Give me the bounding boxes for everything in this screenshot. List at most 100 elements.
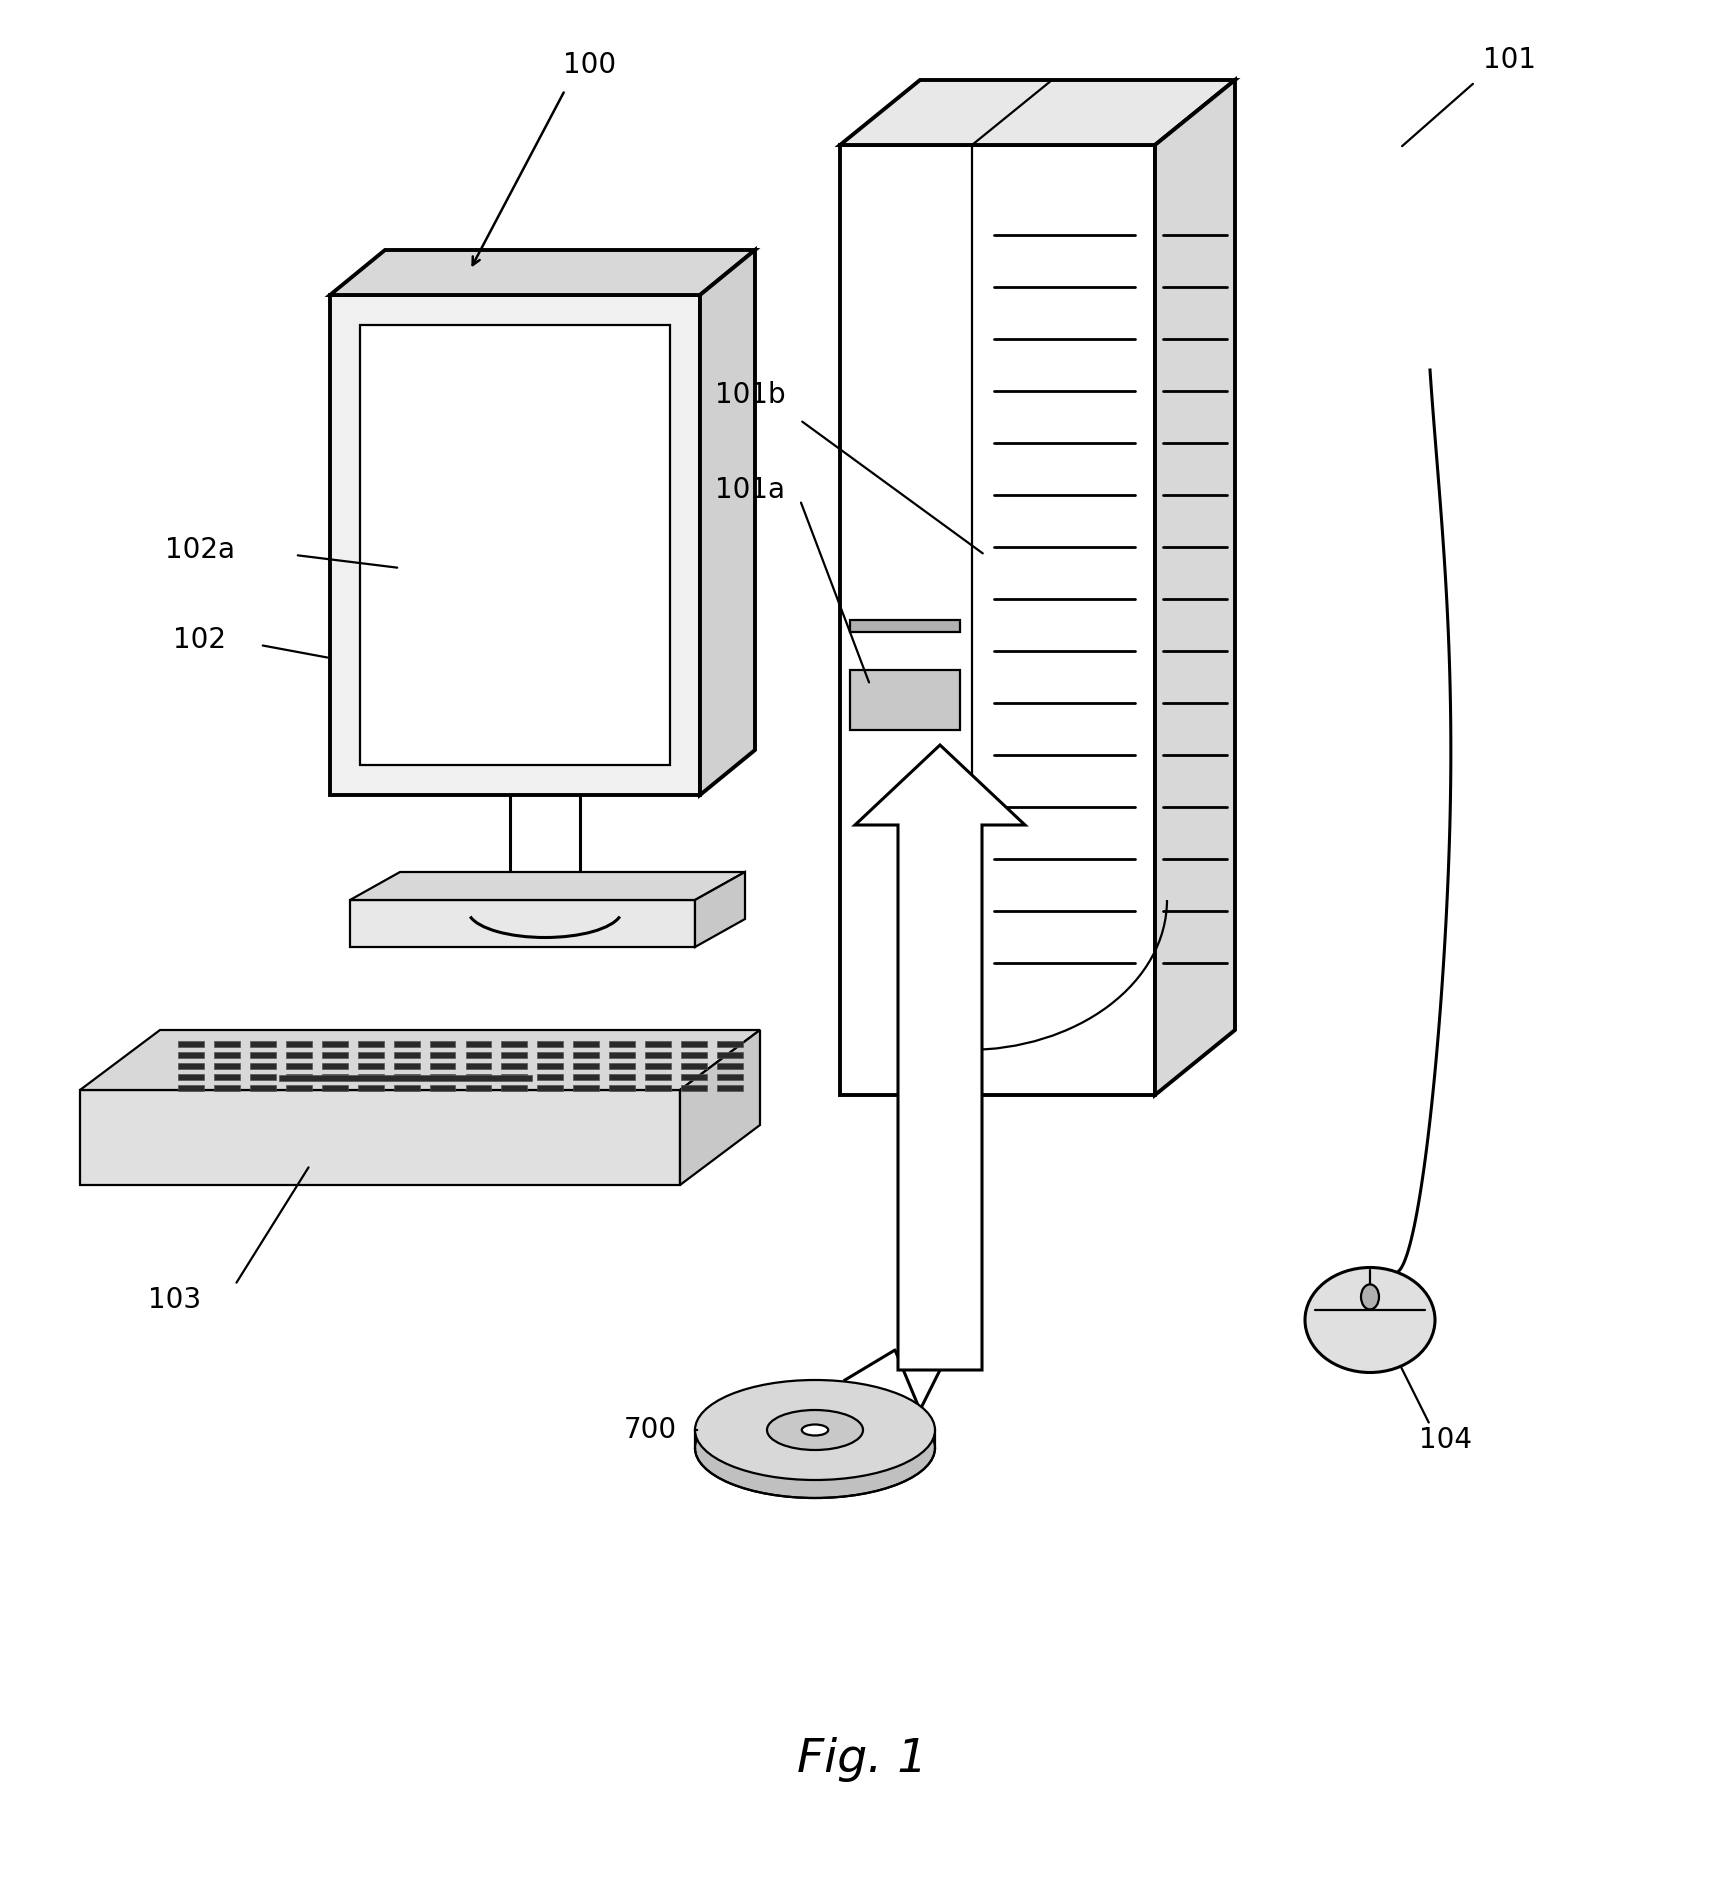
Bar: [323, 1040, 348, 1046]
Bar: [214, 1063, 240, 1069]
Bar: [645, 1063, 671, 1069]
Polygon shape: [680, 1031, 761, 1185]
Bar: [538, 1040, 564, 1046]
Bar: [466, 1063, 492, 1069]
Bar: [645, 1084, 671, 1092]
Bar: [645, 1040, 671, 1046]
Text: 101b: 101b: [714, 380, 785, 409]
Bar: [178, 1075, 204, 1080]
Bar: [681, 1040, 707, 1046]
Bar: [609, 1040, 635, 1046]
Bar: [502, 1052, 528, 1058]
Bar: [286, 1040, 312, 1046]
Bar: [393, 1084, 419, 1092]
Bar: [323, 1084, 348, 1092]
Polygon shape: [695, 871, 745, 947]
Bar: [214, 1084, 240, 1092]
Polygon shape: [856, 746, 1025, 1369]
Bar: [466, 1084, 492, 1092]
Bar: [609, 1075, 635, 1080]
Ellipse shape: [802, 1425, 828, 1436]
Polygon shape: [350, 871, 745, 900]
Bar: [278, 1075, 531, 1080]
Bar: [430, 1052, 455, 1058]
Bar: [502, 1084, 528, 1092]
Polygon shape: [700, 249, 756, 795]
Text: 102a: 102a: [166, 536, 235, 565]
Bar: [573, 1063, 599, 1069]
Bar: [538, 1052, 564, 1058]
Bar: [250, 1052, 276, 1058]
Polygon shape: [329, 249, 756, 295]
Text: 103: 103: [148, 1286, 202, 1314]
Polygon shape: [361, 325, 669, 765]
Bar: [286, 1084, 312, 1092]
Bar: [681, 1063, 707, 1069]
Text: Fig. 1: Fig. 1: [797, 1738, 928, 1782]
Bar: [430, 1063, 455, 1069]
Polygon shape: [850, 670, 961, 730]
Bar: [286, 1075, 312, 1080]
Bar: [681, 1084, 707, 1092]
Bar: [645, 1075, 671, 1080]
Bar: [718, 1075, 743, 1080]
Ellipse shape: [768, 1409, 862, 1449]
Bar: [393, 1063, 419, 1069]
Polygon shape: [329, 295, 700, 795]
Polygon shape: [350, 900, 695, 947]
Bar: [609, 1063, 635, 1069]
Bar: [214, 1052, 240, 1058]
Bar: [178, 1052, 204, 1058]
Bar: [357, 1084, 383, 1092]
Bar: [323, 1052, 348, 1058]
Bar: [466, 1075, 492, 1080]
Bar: [573, 1084, 599, 1092]
Bar: [357, 1040, 383, 1046]
Bar: [214, 1075, 240, 1080]
Bar: [502, 1075, 528, 1080]
Bar: [718, 1084, 743, 1092]
Polygon shape: [79, 1090, 680, 1185]
Bar: [286, 1052, 312, 1058]
Bar: [357, 1052, 383, 1058]
Bar: [430, 1040, 455, 1046]
Bar: [538, 1084, 564, 1092]
Polygon shape: [850, 620, 961, 631]
Bar: [502, 1063, 528, 1069]
Bar: [250, 1075, 276, 1080]
Bar: [681, 1075, 707, 1080]
Bar: [178, 1040, 204, 1046]
Bar: [538, 1063, 564, 1069]
Ellipse shape: [1306, 1267, 1435, 1373]
Bar: [250, 1063, 276, 1069]
Bar: [357, 1075, 383, 1080]
Bar: [573, 1052, 599, 1058]
Bar: [286, 1063, 312, 1069]
Bar: [502, 1040, 528, 1046]
Ellipse shape: [695, 1381, 935, 1480]
Bar: [393, 1052, 419, 1058]
Bar: [323, 1063, 348, 1069]
Text: 101a: 101a: [714, 476, 785, 504]
Bar: [178, 1063, 204, 1069]
Bar: [718, 1063, 743, 1069]
Bar: [250, 1084, 276, 1092]
Bar: [645, 1052, 671, 1058]
Bar: [573, 1040, 599, 1046]
Text: 100: 100: [564, 51, 616, 80]
Bar: [250, 1040, 276, 1046]
Text: 104: 104: [1418, 1426, 1471, 1453]
Text: 700: 700: [623, 1415, 676, 1444]
Text: 101: 101: [1484, 46, 1537, 74]
Bar: [718, 1040, 743, 1046]
Bar: [357, 1063, 383, 1069]
Bar: [393, 1040, 419, 1046]
Polygon shape: [840, 80, 1235, 145]
Bar: [718, 1052, 743, 1058]
Bar: [609, 1052, 635, 1058]
Bar: [178, 1084, 204, 1092]
Bar: [466, 1040, 492, 1046]
Ellipse shape: [695, 1398, 935, 1499]
Polygon shape: [1156, 80, 1235, 1096]
Bar: [323, 1075, 348, 1080]
